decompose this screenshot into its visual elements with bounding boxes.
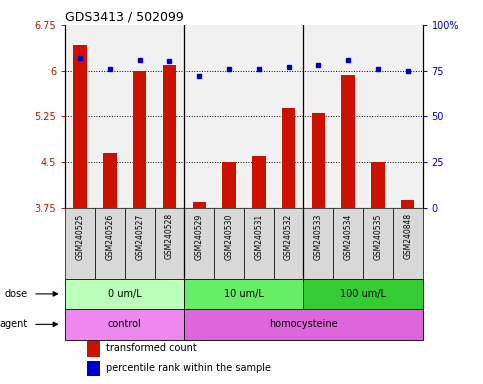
FancyBboxPatch shape <box>303 279 423 309</box>
Bar <box>371 162 384 208</box>
Text: 10 um/L: 10 um/L <box>224 289 264 299</box>
Text: dose: dose <box>4 289 28 299</box>
FancyBboxPatch shape <box>125 208 155 279</box>
Text: GSM240848: GSM240848 <box>403 214 412 260</box>
Bar <box>222 162 236 208</box>
Bar <box>274 25 303 208</box>
FancyBboxPatch shape <box>185 309 423 339</box>
Text: GSM240534: GSM240534 <box>344 214 353 260</box>
Text: 100 um/L: 100 um/L <box>340 289 386 299</box>
Bar <box>312 113 325 208</box>
Text: GSM240531: GSM240531 <box>255 214 263 260</box>
Text: agent: agent <box>0 319 28 329</box>
FancyBboxPatch shape <box>393 208 423 279</box>
Bar <box>103 153 116 208</box>
Bar <box>252 156 266 208</box>
FancyBboxPatch shape <box>333 208 363 279</box>
Text: GSM240526: GSM240526 <box>105 214 114 260</box>
FancyBboxPatch shape <box>214 208 244 279</box>
FancyBboxPatch shape <box>65 208 95 279</box>
FancyBboxPatch shape <box>363 208 393 279</box>
Bar <box>214 25 244 208</box>
Bar <box>86 361 100 376</box>
Bar <box>393 25 423 208</box>
FancyBboxPatch shape <box>155 208 185 279</box>
FancyBboxPatch shape <box>185 208 214 279</box>
FancyBboxPatch shape <box>65 279 185 309</box>
FancyBboxPatch shape <box>274 208 303 279</box>
Bar <box>155 25 185 208</box>
Text: control: control <box>108 319 142 329</box>
Bar <box>86 341 100 357</box>
Bar <box>125 25 155 208</box>
Text: GSM240529: GSM240529 <box>195 214 204 260</box>
Bar <box>193 202 206 208</box>
Bar <box>282 108 295 208</box>
Bar <box>65 25 95 208</box>
FancyBboxPatch shape <box>185 279 303 309</box>
Bar <box>363 25 393 208</box>
Text: 0 um/L: 0 um/L <box>108 289 142 299</box>
Bar <box>163 65 176 208</box>
Text: GSM240528: GSM240528 <box>165 214 174 260</box>
Text: GSM240532: GSM240532 <box>284 214 293 260</box>
Bar <box>333 25 363 208</box>
Text: percentile rank within the sample: percentile rank within the sample <box>106 363 271 373</box>
FancyBboxPatch shape <box>65 309 185 339</box>
Text: GSM240533: GSM240533 <box>314 214 323 260</box>
Text: GSM240535: GSM240535 <box>373 214 383 260</box>
Text: GDS3413 / 502099: GDS3413 / 502099 <box>65 11 184 24</box>
Bar <box>341 76 355 208</box>
Text: GSM240530: GSM240530 <box>225 214 233 260</box>
Text: transformed count: transformed count <box>106 344 197 354</box>
Text: GSM240527: GSM240527 <box>135 214 144 260</box>
FancyBboxPatch shape <box>95 208 125 279</box>
Text: GSM240525: GSM240525 <box>76 214 85 260</box>
Bar <box>73 45 87 208</box>
Bar <box>244 25 274 208</box>
Bar <box>303 25 333 208</box>
Bar <box>95 25 125 208</box>
Bar <box>401 200 414 208</box>
Bar <box>185 25 214 208</box>
FancyBboxPatch shape <box>303 208 333 279</box>
Bar <box>133 71 146 208</box>
FancyBboxPatch shape <box>244 208 274 279</box>
Text: homocysteine: homocysteine <box>269 319 338 329</box>
